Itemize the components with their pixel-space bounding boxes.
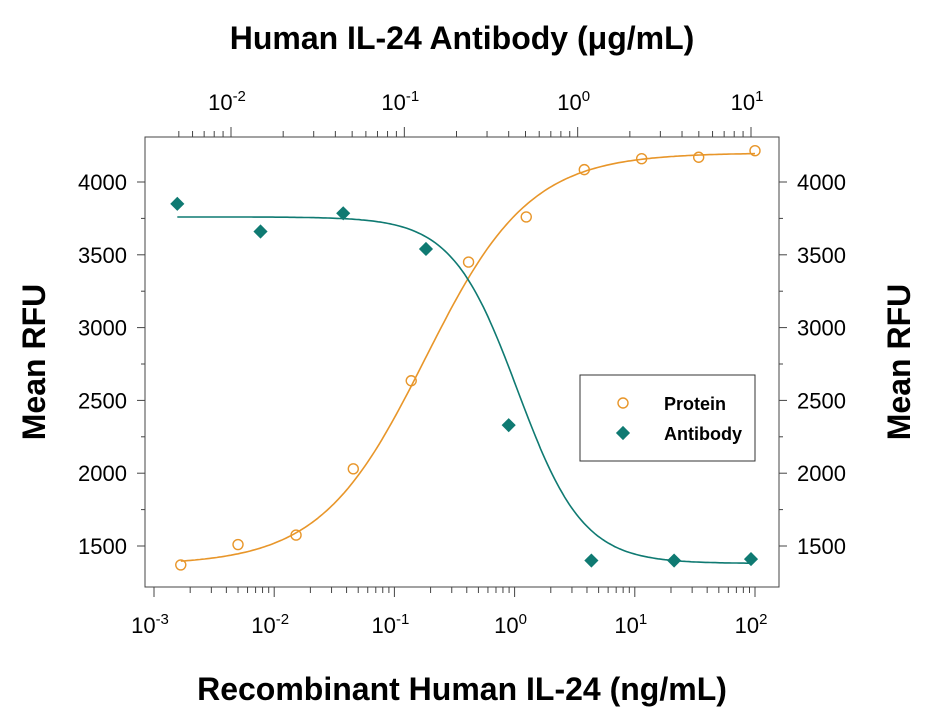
protein-point [520, 211, 532, 223]
top-tick-label-1: 10-1 [381, 88, 419, 115]
left-tick-label-4: 3500 [78, 243, 127, 268]
bottom-tick-label-2: 10-1 [371, 611, 409, 638]
protein-point [290, 529, 302, 541]
bottom-tick-label-4: 101 [614, 611, 647, 638]
left-axis-ticks: 1500 2000 2500 3000 3500 4000 [78, 170, 145, 559]
antibody-point [418, 241, 434, 257]
right-axis-ticks: 1500 2000 2500 3000 3500 4000 [779, 170, 846, 559]
protein-point [347, 463, 359, 475]
bottom-tick-label-5: 102 [735, 611, 768, 638]
antibody-point [170, 196, 185, 211]
antibody-point [667, 553, 682, 568]
right-tick-label-0: 1500 [797, 534, 846, 559]
top-axis-ticks: 10-2 10-1 100 101 [178, 88, 764, 137]
left-tick-label-0: 1500 [78, 534, 127, 559]
protein-point [462, 256, 475, 268]
x-axis-label: Recombinant Human IL-24 (ng/mL) [197, 671, 727, 707]
left-tick-label-3: 3000 [78, 316, 127, 341]
fit-curve-antibody [177, 216, 751, 565]
legend-antibody-marker [615, 425, 631, 441]
fit-curve-protein [180, 152, 756, 562]
data-points [170, 144, 761, 571]
y-axis-label-right: Mean RFU [881, 284, 917, 440]
legend-antibody-label: Antibody [664, 424, 742, 444]
protein-point [749, 144, 761, 157]
right-tick-label-2: 2500 [797, 388, 846, 413]
protein-point [635, 153, 648, 165]
protein-point [692, 151, 705, 163]
top-tick-label-2: 100 [557, 88, 590, 115]
antibody-point [253, 224, 268, 239]
legend-protein-marker [617, 397, 629, 409]
legend-protein-label: Protein [664, 394, 726, 414]
protein-point [232, 538, 244, 551]
left-tick-label-5: 4000 [78, 170, 127, 195]
bottom-axis-ticks: 10-3 10-2 10-1 100 101 102 [131, 587, 767, 638]
top-tick-label-3: 101 [731, 88, 764, 115]
top-tick-label-0: 10-2 [208, 88, 246, 115]
antibody-point [336, 206, 351, 221]
left-tick-label-1: 2000 [78, 461, 127, 486]
protein-point [405, 375, 417, 387]
right-tick-label-1: 2000 [797, 461, 846, 486]
protein-point [175, 559, 187, 571]
plot-frame [144, 136, 780, 588]
legend: Protein Antibody [579, 374, 756, 462]
fit-curves [177, 152, 756, 565]
bottom-tick-label-1: 10-2 [251, 611, 289, 638]
bottom-tick-label-0: 10-3 [131, 611, 169, 638]
bottom-tick-label-3: 100 [494, 611, 527, 638]
right-tick-label-3: 3000 [797, 316, 846, 341]
antibody-point [501, 418, 516, 433]
antibody-point [743, 552, 759, 567]
right-tick-label-4: 3500 [797, 243, 846, 268]
y-axis-label-left: Mean RFU [16, 284, 52, 440]
left-tick-label-2: 2500 [78, 388, 127, 413]
antibody-point [584, 553, 599, 568]
chart-title: Human IL-24 Antibody (μg/mL) [230, 20, 695, 56]
protein-point [578, 163, 590, 176]
legend-box [579, 374, 756, 462]
right-tick-label-5: 4000 [797, 170, 846, 195]
